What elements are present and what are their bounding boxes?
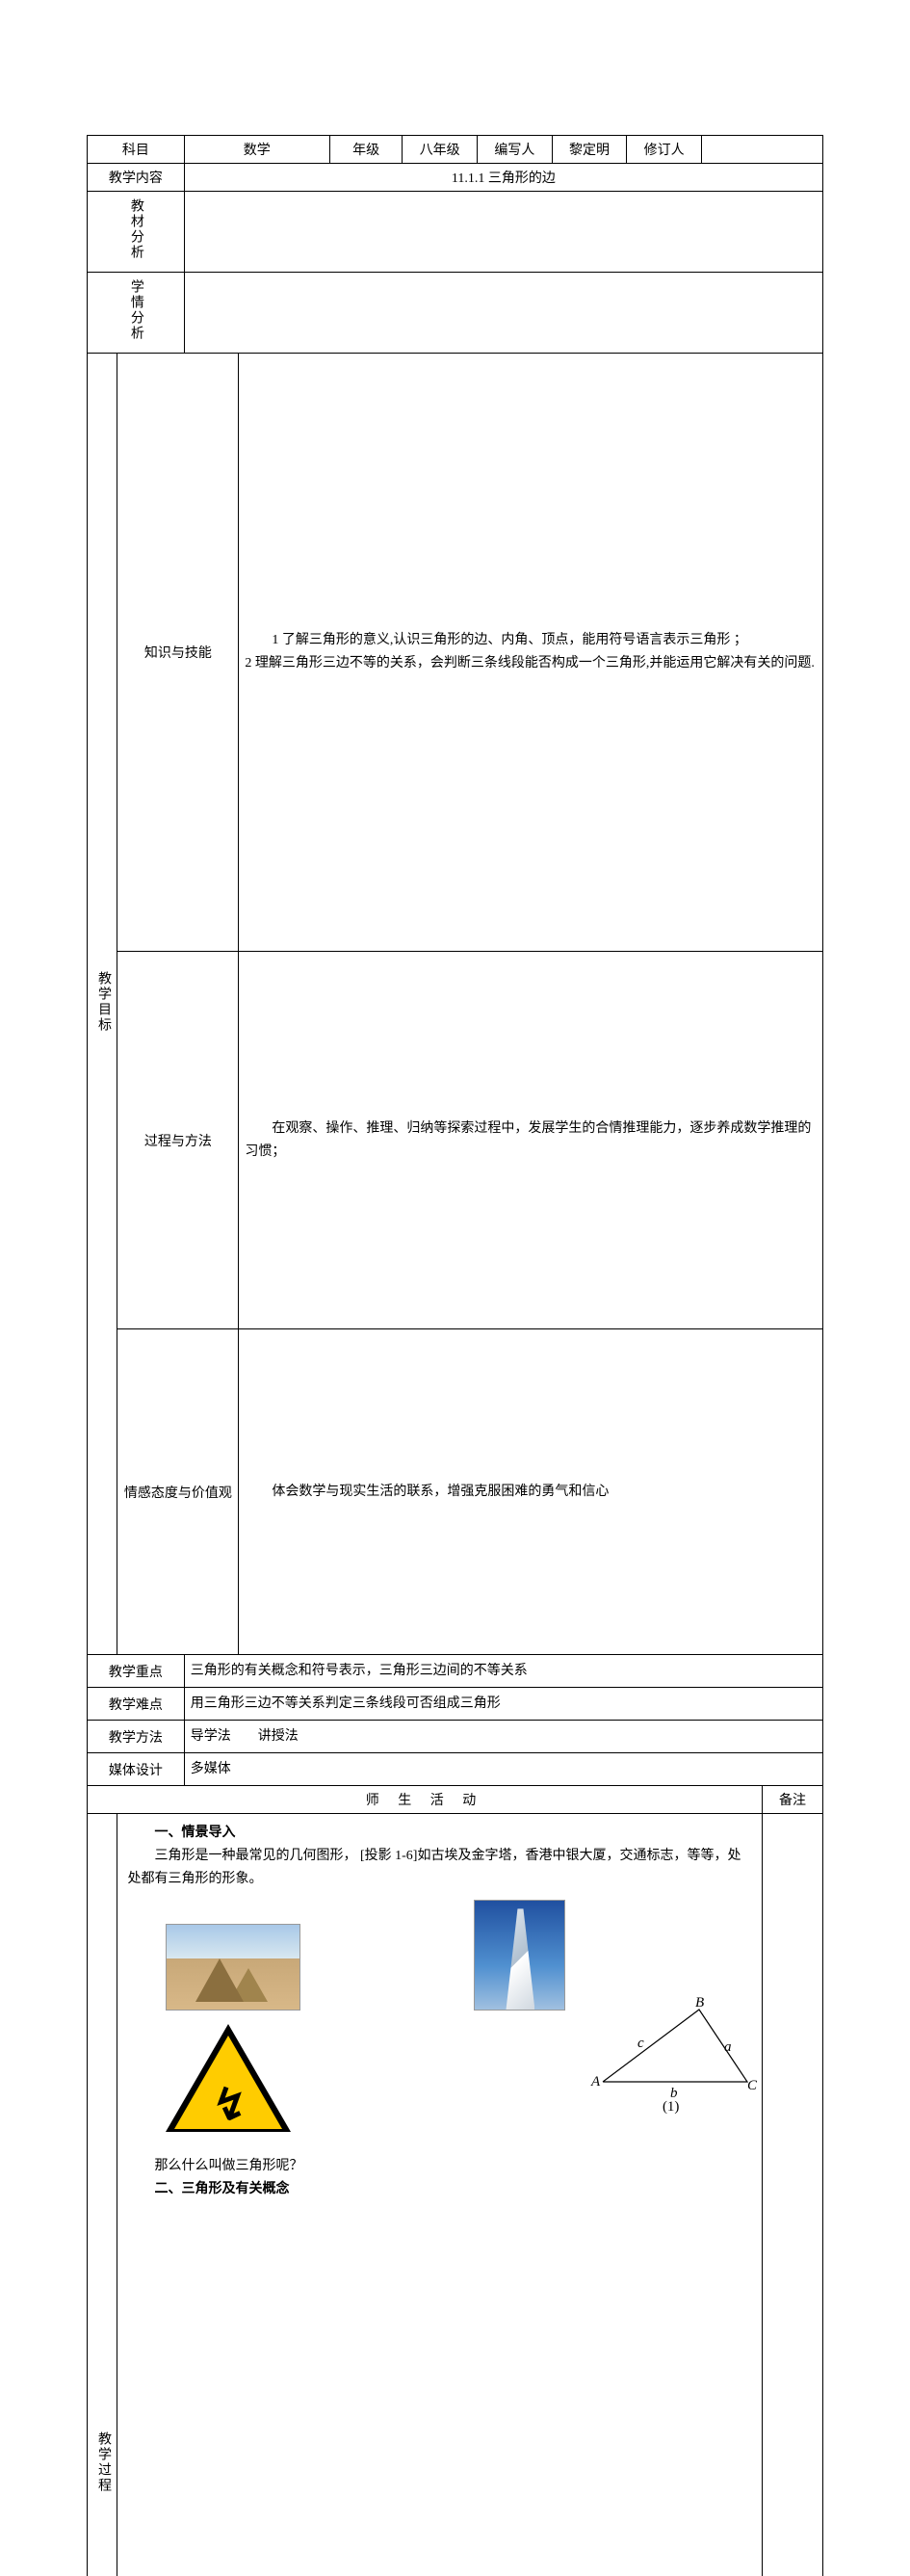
difficulty-value: 用三角形三边不等关系判定三条线段可否组成三角形 [184,1688,822,1721]
subject-label: 科目 [88,136,185,164]
section1-p1: 三角形是一种最常见的几何图形， [投影 1-6]如古埃及金字塔，香港中银大厦，交… [127,1845,751,1891]
process-label: 教学过程 [88,1814,117,2576]
author-value: 黎定明 [552,136,627,164]
goals-attitude-text: 体会数学与现实生活的联系，增强克服困难的勇气和信心 [239,1329,823,1655]
section2-title: 二、三角形及有关概念 [127,2178,751,2201]
goals-process-label: 过程与方法 [117,952,239,1329]
content-label: 教学内容 [88,164,185,192]
goals-process-row: 过程与方法 在观察、操作、推理、归纳等探索过程中，发展学生的合情推理能力，逐步养… [88,952,823,1329]
goals-knowledge-row: 教学目标 知识与技能 1 了解三角形的意义,认识三角形的边、内角、顶点，能用符号… [88,354,823,952]
grade-label: 年级 [329,136,403,164]
media-value: 多媒体 [184,1753,822,1786]
figure-number: (1) [663,2095,680,2120]
goals-knowledge-label: 知识与技能 [117,354,239,952]
media-row: 媒体设计 多媒体 [88,1753,823,1786]
student-analysis-row: 学情分析 [88,273,823,354]
note-cell [762,1814,822,2576]
author-label: 编写人 [478,136,553,164]
traffic-sign-image: ↯ [166,2024,291,2135]
grade-value: 八年级 [403,136,478,164]
method-value: 导学法 讲授法 [184,1721,822,1753]
building-image [474,1900,565,2011]
side-c: c [637,2032,644,2057]
activity-header-main: 师 生 活 动 [88,1786,763,1814]
content-value: 11.1.1 三角形的边 [184,164,822,192]
method-label: 教学方法 [88,1721,185,1753]
difficulty-label: 教学难点 [88,1688,185,1721]
difficulty-row: 教学难点 用三角形三边不等关系判定三条线段可否组成三角形 [88,1688,823,1721]
activity-header-row: 师 生 活 动 备注 [88,1786,823,1814]
header-row: 科目 数学 年级 八年级 编写人 黎定明 修订人 [88,136,823,164]
vertex-C: C [747,2074,757,2099]
goals-attitude-label: 情感态度与价值观 [117,1329,239,1655]
image-row-1 [166,1900,751,2011]
goals-process-text: 在观察、操作、推理、归纳等探索过程中，发展学生的合情推理能力，逐步养成数学推理的… [239,952,823,1329]
process-body: 一、情景导入 三角形是一种最常见的几何图形， [投影 1-6]如古埃及金字塔，香… [117,1814,762,2576]
vertex-B: B [695,1991,704,2016]
keypoint-row: 教学重点 三角形的有关概念和符号表示，三角形三边间的不等关系 [88,1655,823,1688]
material-analysis-value [184,192,822,273]
material-analysis-label: 教材分析 [88,192,185,273]
process-row: 教学过程 一、情景导入 三角形是一种最常见的几何图形， [投影 1-6]如古埃及… [88,1814,823,2576]
subject-value: 数学 [184,136,329,164]
vertex-A: A [591,2070,600,2095]
goals-attitude-row: 情感态度与价值观 体会数学与现实生活的联系，增强克服困难的勇气和信心 [88,1329,823,1655]
material-analysis-row: 教材分析 [88,192,823,273]
media-label: 媒体设计 [88,1753,185,1786]
student-analysis-value [184,273,822,354]
method-row: 教学方法 导学法 讲授法 [88,1721,823,1753]
side-a: a [724,2036,732,2061]
reviser-label: 修订人 [627,136,702,164]
question-1: 那么什么叫做三角形呢？ [127,2155,751,2178]
keypoint-value: 三角形的有关概念和符号表示，三角形三边间的不等关系 [184,1655,822,1688]
triangle-diagram: A B C c a b (1) [584,1995,762,2120]
student-analysis-label: 学情分析 [88,273,185,354]
keypoint-label: 教学重点 [88,1655,185,1688]
goals-label: 教学目标 [88,354,117,1655]
section1-title: 一、情景导入 [127,1822,751,1845]
activity-header-note: 备注 [762,1786,822,1814]
image-row-2: ↯ A B C c a b (1) [166,2024,751,2149]
lesson-plan-table: 科目 数学 年级 八年级 编写人 黎定明 修订人 教学内容 11.1.1 三角形… [87,135,823,2576]
content-row: 教学内容 11.1.1 三角形的边 [88,164,823,192]
reviser-value [701,136,822,164]
goals-knowledge-text: 1 了解三角形的意义,认识三角形的边、内角、顶点，能用符号语言表示三角形 ； 2… [239,354,823,952]
pyramid-image [166,1924,300,2011]
